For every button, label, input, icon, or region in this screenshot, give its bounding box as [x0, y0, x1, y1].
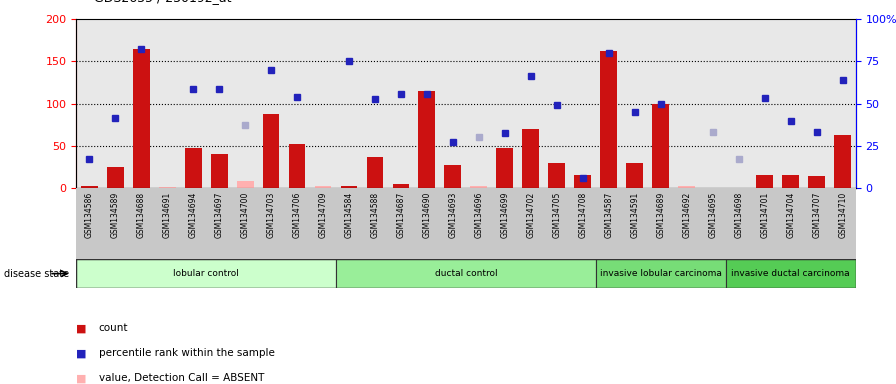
- Text: value, Detection Call = ABSENT: value, Detection Call = ABSENT: [99, 373, 264, 383]
- Bar: [185, 147, 202, 188]
- Text: GSM134703: GSM134703: [266, 192, 276, 238]
- Bar: [81, 187, 98, 188]
- Text: GSM134700: GSM134700: [240, 192, 250, 238]
- Bar: [211, 154, 228, 188]
- Text: GSM134705: GSM134705: [552, 192, 562, 238]
- Bar: [596, 259, 726, 288]
- Text: ■: ■: [76, 323, 87, 333]
- Bar: [418, 91, 435, 188]
- Bar: [726, 259, 856, 288]
- Text: GSM134696: GSM134696: [474, 192, 484, 238]
- Bar: [470, 187, 487, 188]
- Text: GSM134586: GSM134586: [84, 192, 94, 238]
- Bar: [237, 181, 254, 188]
- Bar: [314, 185, 332, 188]
- Bar: [133, 49, 150, 188]
- Text: GSM134694: GSM134694: [188, 192, 198, 238]
- Text: GSM134591: GSM134591: [630, 192, 640, 238]
- Text: GSM134587: GSM134587: [604, 192, 614, 238]
- Bar: [336, 259, 596, 288]
- Text: GSM134689: GSM134689: [656, 192, 666, 238]
- Bar: [574, 175, 591, 188]
- Bar: [834, 135, 851, 188]
- Bar: [626, 163, 643, 188]
- Bar: [522, 129, 539, 188]
- Text: invasive ductal carcinoma: invasive ductal carcinoma: [731, 269, 850, 278]
- Text: GSM134690: GSM134690: [422, 192, 432, 238]
- Text: disease state: disease state: [4, 268, 70, 279]
- Text: invasive lobular carcinoma: invasive lobular carcinoma: [599, 269, 722, 278]
- Bar: [444, 164, 461, 188]
- Bar: [808, 176, 825, 188]
- Text: ■: ■: [76, 348, 87, 358]
- Text: GSM134588: GSM134588: [370, 192, 380, 238]
- Bar: [340, 187, 358, 188]
- Text: GSM134695: GSM134695: [708, 192, 718, 238]
- Bar: [392, 184, 409, 188]
- Text: percentile rank within the sample: percentile rank within the sample: [99, 348, 274, 358]
- Bar: [548, 163, 565, 188]
- Text: count: count: [99, 323, 128, 333]
- Text: ductal control: ductal control: [435, 269, 497, 278]
- Text: GSM134708: GSM134708: [578, 192, 588, 238]
- Bar: [76, 259, 336, 288]
- Text: GSM134687: GSM134687: [396, 192, 406, 238]
- Text: lobular control: lobular control: [173, 269, 239, 278]
- Bar: [496, 147, 513, 188]
- Text: GSM134707: GSM134707: [812, 192, 822, 238]
- Bar: [289, 144, 306, 188]
- Text: GSM134698: GSM134698: [734, 192, 744, 238]
- Text: GSM134584: GSM134584: [344, 192, 354, 238]
- Text: GSM134702: GSM134702: [526, 192, 536, 238]
- Text: GSM134688: GSM134688: [136, 192, 146, 238]
- Text: GSM134710: GSM134710: [838, 192, 848, 238]
- Text: GSM134691: GSM134691: [162, 192, 172, 238]
- Bar: [652, 104, 669, 188]
- Text: GSM134693: GSM134693: [448, 192, 458, 238]
- Bar: [756, 175, 773, 188]
- Text: GDS2635 / 230192_at: GDS2635 / 230192_at: [94, 0, 231, 4]
- Bar: [678, 187, 695, 188]
- Text: ■: ■: [76, 373, 87, 383]
- Text: GSM134589: GSM134589: [110, 192, 120, 238]
- Bar: [600, 51, 617, 188]
- Bar: [159, 187, 176, 188]
- Text: GSM134701: GSM134701: [760, 192, 770, 238]
- Bar: [263, 114, 280, 188]
- Bar: [107, 167, 124, 188]
- Bar: [366, 157, 383, 188]
- Text: GSM134697: GSM134697: [214, 192, 224, 238]
- Text: GSM134699: GSM134699: [500, 192, 510, 238]
- Bar: [782, 175, 799, 188]
- Text: GSM134706: GSM134706: [292, 192, 302, 238]
- Text: GSM134709: GSM134709: [318, 192, 328, 238]
- Text: GSM134692: GSM134692: [682, 192, 692, 238]
- Text: GSM134704: GSM134704: [786, 192, 796, 238]
